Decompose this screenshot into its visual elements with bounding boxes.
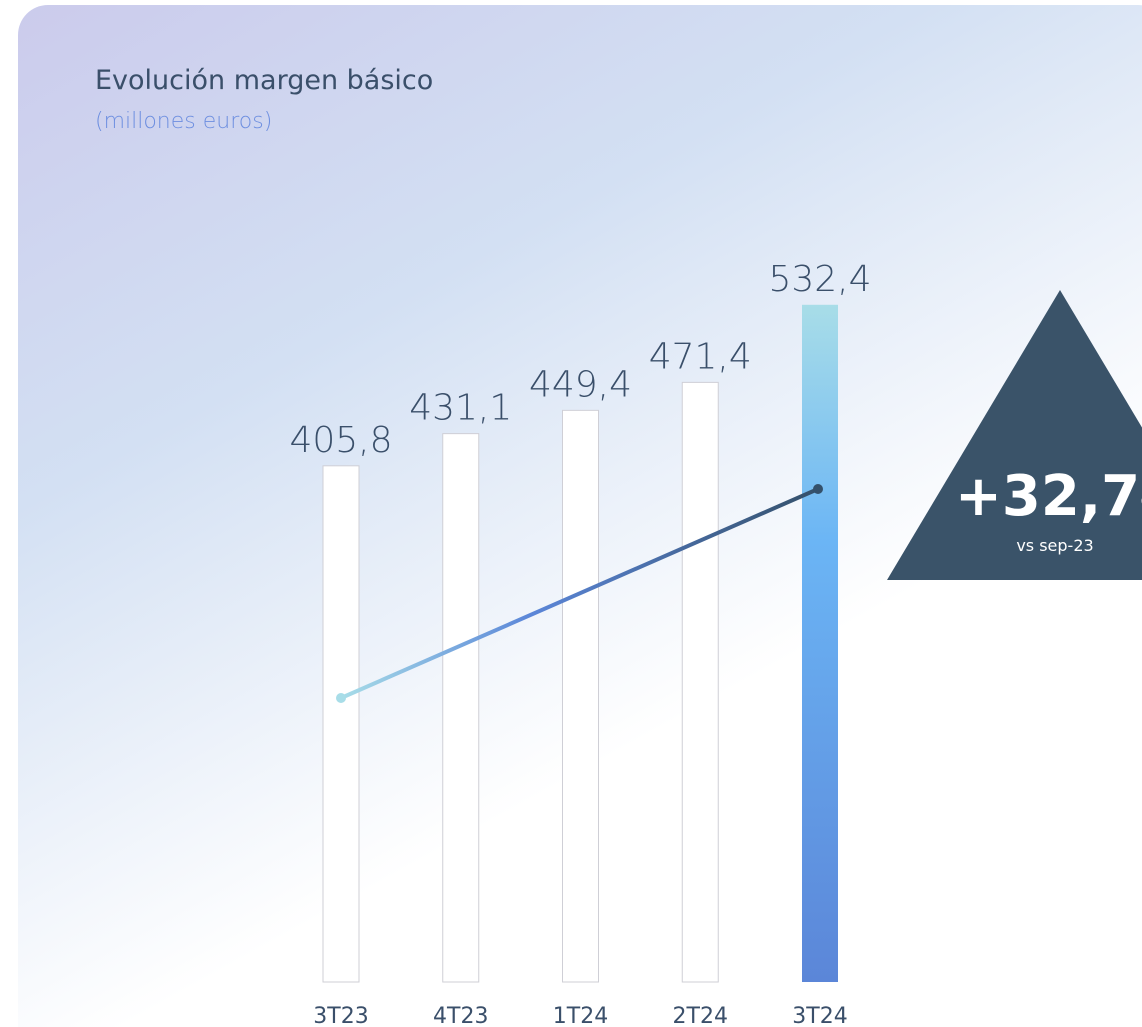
x-tick-label: 1T24	[553, 1004, 608, 1027]
x-tick-label: 3T23	[313, 1004, 368, 1027]
bar	[442, 433, 480, 983]
value-label: 471,4	[649, 336, 752, 377]
bar	[322, 465, 360, 983]
value-label: 405,8	[289, 420, 392, 461]
trend-end	[813, 484, 823, 494]
growth-value: +32,7%	[955, 464, 1142, 529]
value-label: 449,4	[529, 364, 632, 405]
bar	[562, 409, 599, 983]
bar	[681, 381, 719, 983]
x-tick-label: 2T24	[673, 1004, 728, 1027]
x-tick-label: 4T23	[433, 1004, 488, 1027]
chart-title: Evolución margen básico	[95, 65, 433, 96]
growth-note: vs sep-23	[1016, 536, 1093, 555]
trend-line	[340, 487, 819, 700]
value-label: 431,1	[409, 388, 512, 429]
x-tick-label: 3T24	[792, 1004, 847, 1027]
growth-triangle	[887, 290, 1142, 580]
chart-subtitle: (millones euros)	[95, 109, 272, 134]
trend-start	[336, 693, 346, 703]
bar	[802, 304, 838, 982]
value-label: 532,4	[768, 259, 871, 300]
